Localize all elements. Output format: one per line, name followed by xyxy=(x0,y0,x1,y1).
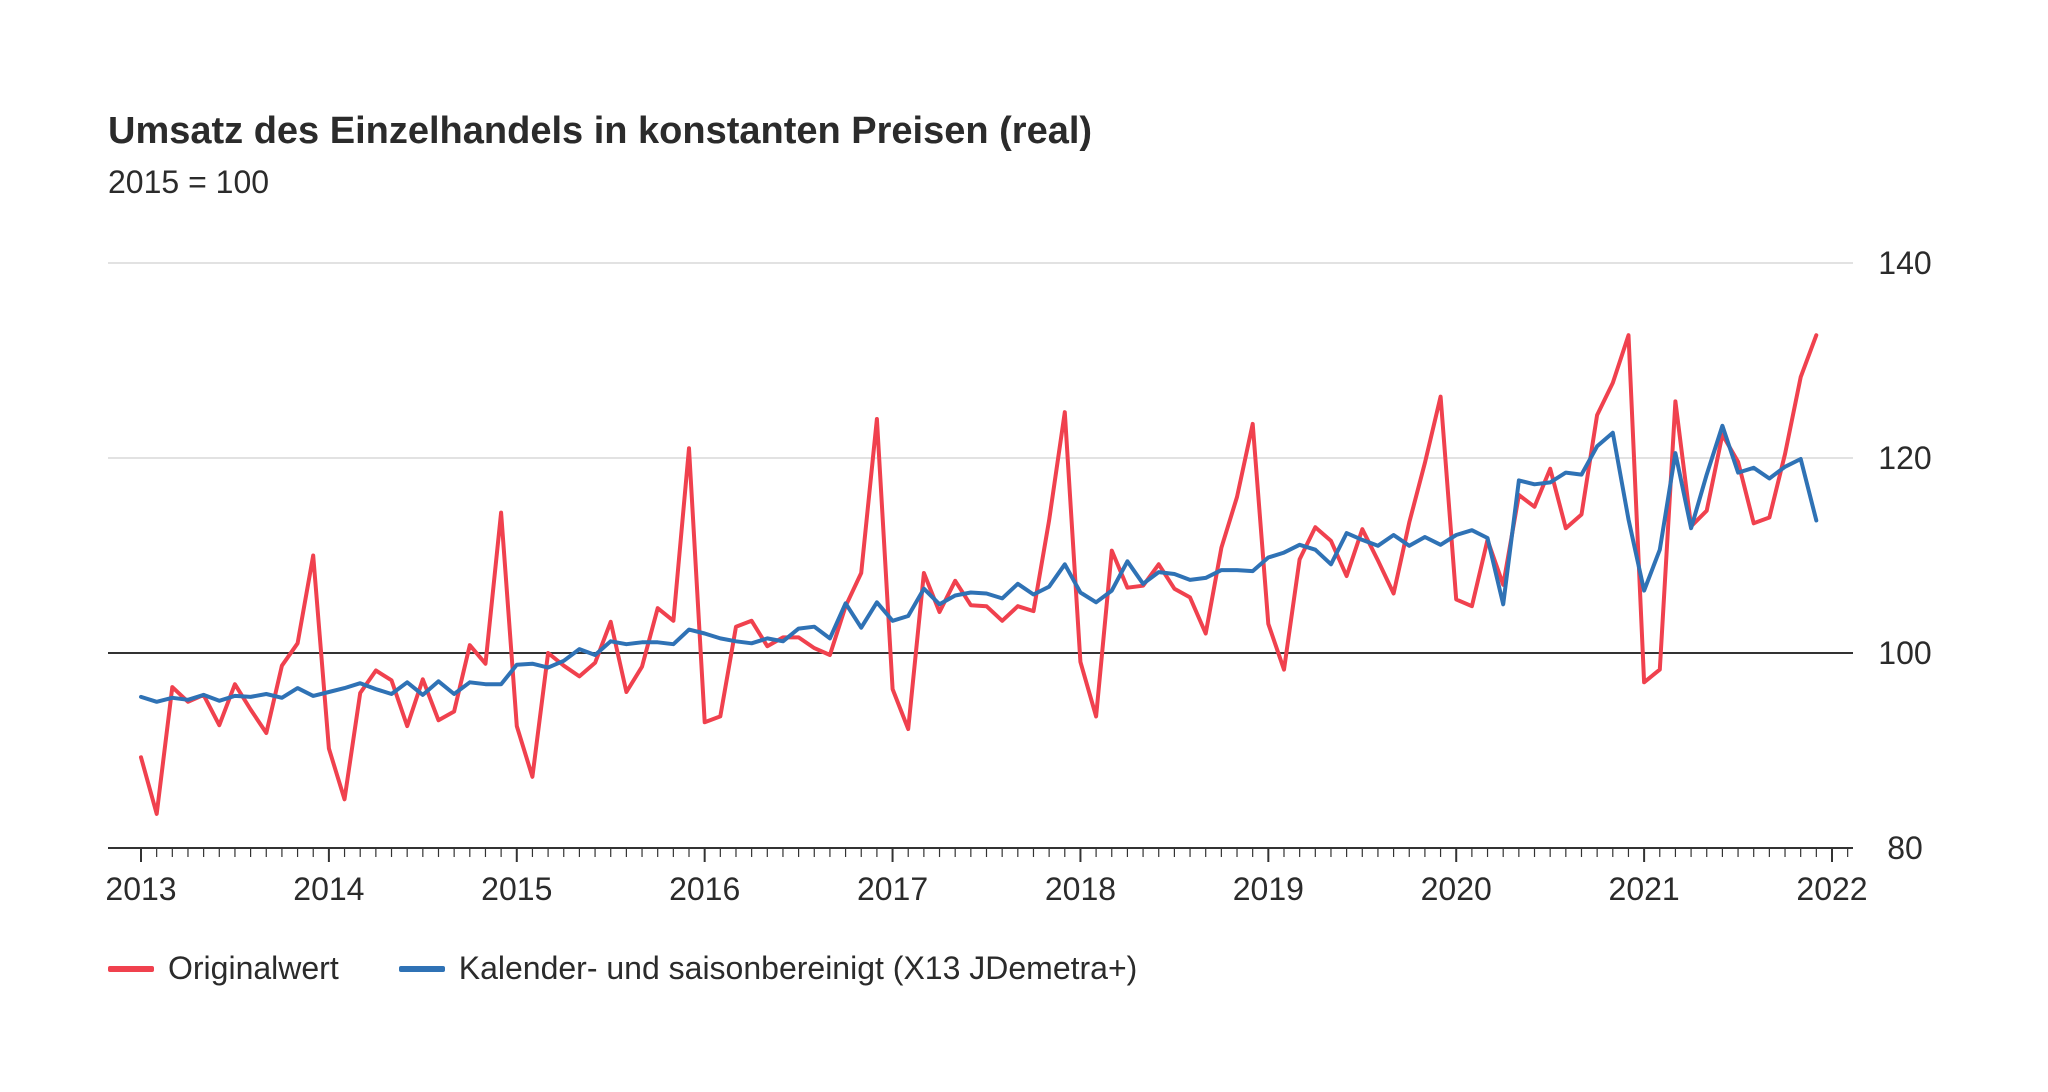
x-tick-label-2014: 2014 xyxy=(293,871,364,907)
x-tick-label-2015: 2015 xyxy=(481,871,552,907)
legend-swatch-adjusted xyxy=(398,965,445,972)
chart-subtitle: 2015 = 100 xyxy=(108,164,270,200)
y-tick-label-140: 140 xyxy=(1878,245,1931,281)
legend-item-adjusted: Kalender- und saisonbereinigt (X13 JDeme… xyxy=(398,950,1138,987)
series-line-adjusted xyxy=(139,423,1819,704)
x-tick-label-2018: 2018 xyxy=(1045,871,1116,907)
legend-swatch-original xyxy=(108,965,154,972)
legend: Originalwert Kalender- und saisonbereini… xyxy=(108,950,1197,987)
chart-title: Umsatz des Einzelhandels in konstanten P… xyxy=(108,110,1093,152)
x-tick-label-2020: 2020 xyxy=(1421,871,1492,907)
legend-label-adjusted: Kalender- und saisonbereinigt (X13 JDeme… xyxy=(458,950,1138,986)
legend-label-original: Originalwert xyxy=(168,950,339,986)
x-tick-label-2013: 2013 xyxy=(105,871,176,907)
legend-item-original: Originalwert xyxy=(108,950,339,987)
x-tick-label-2022: 2022 xyxy=(1796,871,1867,907)
y-tick-label-100: 100 xyxy=(1878,635,1931,671)
x-tick-label-2016: 2016 xyxy=(669,871,740,907)
y-tick-label-120: 120 xyxy=(1878,440,1931,476)
x-tick-label-2019: 2019 xyxy=(1233,871,1304,907)
x-tick-label-2021: 2021 xyxy=(1609,871,1680,907)
series-line-original xyxy=(139,333,1819,816)
y-tick-label-80: 80 xyxy=(1887,830,1923,866)
x-tick-label-2017: 2017 xyxy=(857,871,928,907)
